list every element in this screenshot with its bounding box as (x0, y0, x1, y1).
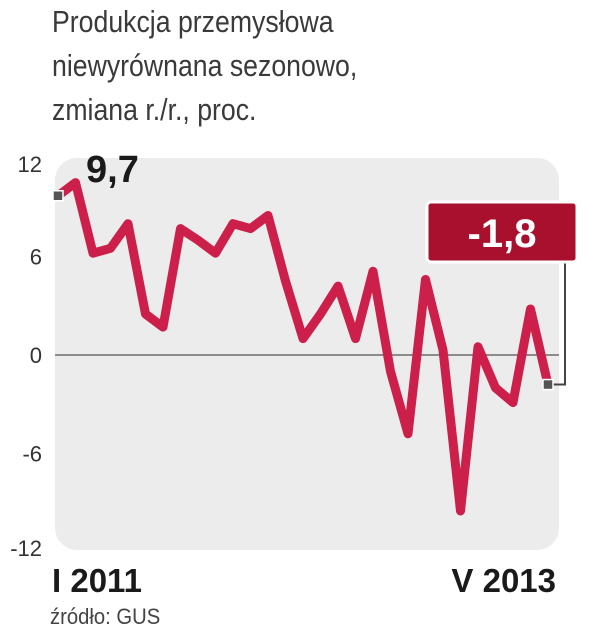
x-axis-labels: I 2011 V 2013 (52, 562, 556, 599)
data-point (109, 247, 112, 250)
y-axis-ticks: 12 6 0 -6 -12 (10, 152, 42, 561)
chart-title-line-1: Produkcja przemysłowa (52, 4, 334, 39)
data-point (354, 337, 357, 340)
data-point (529, 308, 532, 311)
x-axis-label: I 2011 (52, 562, 142, 599)
y-tick-label: 6 (30, 245, 42, 270)
data-point (249, 227, 252, 230)
data-point (92, 252, 94, 255)
data-point (302, 337, 304, 340)
y-tick-label: 12 (18, 152, 42, 177)
data-point (144, 312, 147, 315)
end-value-callout (425, 200, 579, 264)
y-tick-label: -12 (10, 536, 42, 561)
data-point (389, 370, 392, 373)
data-point (179, 227, 182, 230)
data-point (197, 239, 199, 242)
data-point (372, 270, 374, 273)
y-tick-label: -6 (22, 442, 42, 467)
data-point (477, 345, 479, 348)
data-point (512, 401, 514, 404)
chart-title-line-3: zmiana r./r., proc. (52, 92, 257, 127)
data-point (407, 432, 409, 435)
data-point (127, 222, 129, 225)
start-point-marker (52, 190, 64, 202)
data-point (494, 386, 497, 389)
start-value-label: 9,7 (86, 149, 139, 191)
chart-title-line-2: niewyrównana sezonowo, (52, 48, 358, 83)
data-point (214, 252, 217, 255)
data-point (162, 326, 164, 329)
end-value-label: -1,8 (468, 212, 537, 256)
data-point (424, 278, 427, 281)
data-point (319, 312, 322, 315)
end-point-marker (542, 378, 554, 391)
x-axis-label: V 2013 (451, 562, 556, 599)
data-point (442, 349, 444, 352)
callout-leader-line (553, 262, 566, 386)
source-note: źródło: GUS (50, 604, 161, 629)
data-point (232, 222, 234, 225)
data-point (74, 181, 77, 184)
y-tick-label: 0 (30, 343, 42, 368)
data-point (284, 280, 287, 283)
data-point (267, 214, 269, 217)
data-point (337, 285, 339, 288)
data-point (459, 509, 462, 512)
